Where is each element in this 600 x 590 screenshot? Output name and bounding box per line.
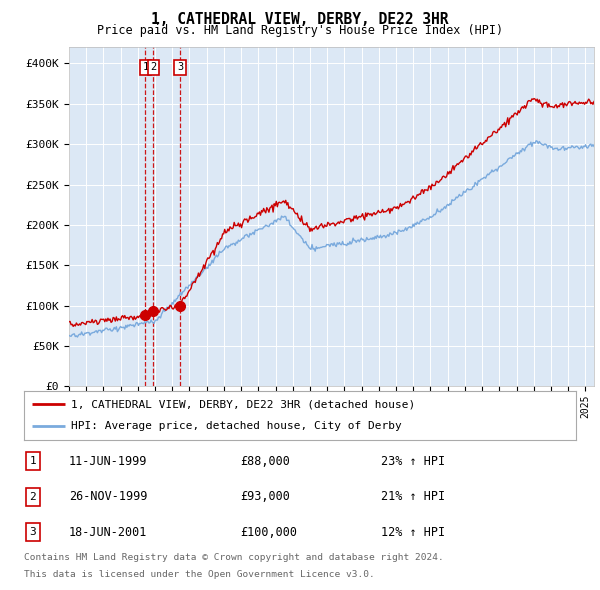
Text: Contains HM Land Registry data © Crown copyright and database right 2024.: Contains HM Land Registry data © Crown c… bbox=[24, 553, 444, 562]
Text: 23% ↑ HPI: 23% ↑ HPI bbox=[381, 455, 445, 468]
Text: £100,000: £100,000 bbox=[240, 526, 297, 539]
Text: £93,000: £93,000 bbox=[240, 490, 290, 503]
Text: 2: 2 bbox=[150, 63, 157, 73]
Text: 3: 3 bbox=[29, 527, 37, 537]
Text: Price paid vs. HM Land Registry's House Price Index (HPI): Price paid vs. HM Land Registry's House … bbox=[97, 24, 503, 37]
Text: 3: 3 bbox=[177, 63, 184, 73]
Text: 18-JUN-2001: 18-JUN-2001 bbox=[69, 526, 148, 539]
Text: 21% ↑ HPI: 21% ↑ HPI bbox=[381, 490, 445, 503]
Text: 12% ↑ HPI: 12% ↑ HPI bbox=[381, 526, 445, 539]
Text: 1: 1 bbox=[29, 457, 37, 466]
Text: 1, CATHEDRAL VIEW, DERBY, DE22 3HR: 1, CATHEDRAL VIEW, DERBY, DE22 3HR bbox=[151, 12, 449, 27]
Text: 1: 1 bbox=[142, 63, 149, 73]
Text: £88,000: £88,000 bbox=[240, 455, 290, 468]
Text: 26-NOV-1999: 26-NOV-1999 bbox=[69, 490, 148, 503]
Text: This data is licensed under the Open Government Licence v3.0.: This data is licensed under the Open Gov… bbox=[24, 571, 375, 579]
Text: 2: 2 bbox=[29, 492, 37, 502]
Text: HPI: Average price, detached house, City of Derby: HPI: Average price, detached house, City… bbox=[71, 421, 401, 431]
Text: 1, CATHEDRAL VIEW, DERBY, DE22 3HR (detached house): 1, CATHEDRAL VIEW, DERBY, DE22 3HR (deta… bbox=[71, 399, 415, 409]
Text: 11-JUN-1999: 11-JUN-1999 bbox=[69, 455, 148, 468]
